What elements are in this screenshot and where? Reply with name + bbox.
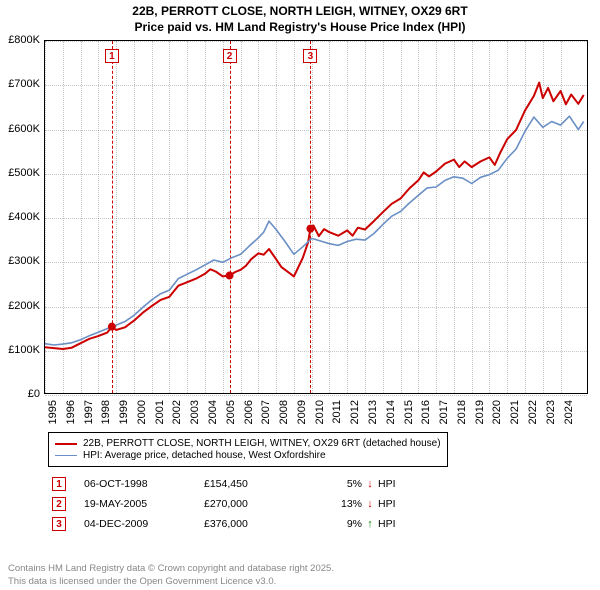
transaction-date: 19-MAY-2005	[84, 498, 204, 510]
x-tick-label: 2018	[456, 400, 468, 430]
chart-container: 22B, PERROTT CLOSE, NORTH LEIGH, WITNEY,…	[0, 0, 600, 590]
footer-line-2: This data is licensed under the Open Gov…	[8, 576, 592, 588]
x-tick-label: 2008	[278, 400, 290, 430]
transaction-date: 06-OCT-1998	[84, 478, 204, 490]
y-tick-label: £600K	[0, 123, 40, 135]
x-tick-label: 1995	[47, 400, 59, 430]
legend-swatch	[55, 455, 77, 456]
title-line-2: Price paid vs. HM Land Registry's House …	[0, 20, 600, 36]
x-tick-label: 2024	[563, 400, 575, 430]
transaction-index-box: 3	[52, 517, 66, 531]
x-tick-label: 2012	[349, 400, 361, 430]
x-tick-label: 1996	[65, 400, 77, 430]
hpi-label: HPI	[378, 518, 418, 530]
y-tick-label: £400K	[0, 211, 40, 223]
transaction-point	[108, 323, 116, 331]
x-tick-label: 1997	[83, 400, 95, 430]
x-tick-label: 2023	[545, 400, 557, 430]
title-line-1: 22B, PERROTT CLOSE, NORTH LEIGH, WITNEY,…	[0, 4, 600, 20]
series-hpi	[45, 116, 584, 345]
y-tick-label: £100K	[0, 344, 40, 356]
x-tick-label: 2006	[243, 400, 255, 430]
y-tick-label: £800K	[0, 34, 40, 46]
transaction-pct: 5%	[314, 478, 362, 490]
x-tick-label: 2007	[260, 400, 272, 430]
transaction-pct: 13%	[314, 498, 362, 510]
x-tick-label: 2011	[331, 400, 343, 430]
legend-swatch	[55, 443, 77, 445]
x-tick-label: 2002	[171, 400, 183, 430]
table-row: 1 06-OCT-1998£154,4505%↓HPI	[48, 474, 418, 494]
table-row: 3 04-DEC-2009£376,0009%↑HPI	[48, 514, 418, 534]
y-tick-label: £200K	[0, 300, 40, 312]
x-tick-label: 2001	[154, 400, 166, 430]
transaction-pct: 9%	[314, 518, 362, 530]
x-tick-label: 2019	[474, 400, 486, 430]
gridline-horizontal	[45, 395, 587, 396]
x-tick-label: 2004	[207, 400, 219, 430]
y-tick-label: £0	[0, 388, 40, 400]
plot-area: 123	[44, 40, 588, 394]
x-tick-label: 2022	[527, 400, 539, 430]
transaction-date: 04-DEC-2009	[84, 518, 204, 530]
x-tick-label: 1998	[100, 400, 112, 430]
x-tick-label: 2015	[403, 400, 415, 430]
x-tick-label: 2017	[438, 400, 450, 430]
footer-attribution: Contains HM Land Registry data © Crown c…	[8, 563, 592, 588]
arrow-up-icon: ↑	[362, 518, 378, 530]
x-tick-label: 2014	[385, 400, 397, 430]
y-tick-label: £700K	[0, 78, 40, 90]
series-price_paid	[45, 83, 584, 349]
transaction-index-box: 2	[52, 497, 66, 511]
series-svg	[45, 41, 589, 395]
y-tick-label: £300K	[0, 255, 40, 267]
hpi-label: HPI	[378, 478, 418, 490]
arrow-down-icon: ↓	[362, 478, 378, 490]
x-tick-label: 2003	[189, 400, 201, 430]
x-tick-label: 2021	[509, 400, 521, 430]
title-block: 22B, PERROTT CLOSE, NORTH LEIGH, WITNEY,…	[0, 0, 600, 35]
x-tick-label: 2020	[491, 400, 503, 430]
y-tick-label: £500K	[0, 167, 40, 179]
arrow-down-icon: ↓	[362, 498, 378, 510]
transaction-price: £154,450	[204, 478, 314, 490]
transaction-point	[226, 272, 234, 280]
transaction-index-box: 1	[52, 477, 66, 491]
legend-row: 22B, PERROTT CLOSE, NORTH LEIGH, WITNEY,…	[55, 438, 441, 449]
hpi-label: HPI	[378, 498, 418, 510]
transaction-point	[306, 225, 314, 233]
footer-line-1: Contains HM Land Registry data © Crown c…	[8, 563, 592, 575]
legend: 22B, PERROTT CLOSE, NORTH LEIGH, WITNEY,…	[48, 432, 448, 467]
x-tick-label: 2016	[420, 400, 432, 430]
table-row: 2 19-MAY-2005£270,00013%↓HPI	[48, 494, 418, 514]
transaction-price: £270,000	[204, 498, 314, 510]
x-tick-label: 1999	[118, 400, 130, 430]
x-tick-label: 2005	[225, 400, 237, 430]
legend-label: 22B, PERROTT CLOSE, NORTH LEIGH, WITNEY,…	[83, 438, 441, 449]
transaction-price: £376,000	[204, 518, 314, 530]
x-tick-label: 2013	[367, 400, 379, 430]
x-tick-label: 2009	[296, 400, 308, 430]
transactions-table: 106-OCT-1998£154,4505%↓HPI219-MAY-2005£2…	[48, 474, 418, 534]
legend-label: HPI: Average price, detached house, West…	[83, 450, 326, 461]
legend-row: HPI: Average price, detached house, West…	[55, 450, 441, 461]
x-tick-label: 2010	[314, 400, 326, 430]
x-tick-label: 2000	[136, 400, 148, 430]
